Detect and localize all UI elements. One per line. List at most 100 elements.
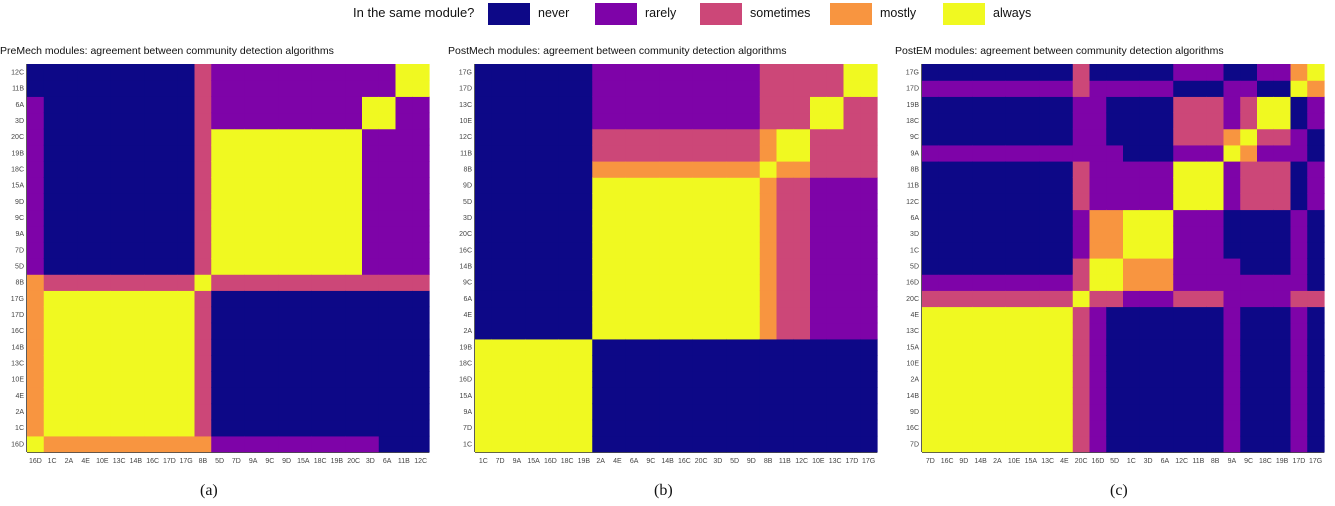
heatmap-cell — [793, 225, 811, 243]
heatmap-cell — [295, 290, 313, 308]
heatmap-cell — [592, 64, 610, 81]
heatmap-cell — [194, 274, 212, 291]
x-tick-label: 15A — [297, 458, 310, 465]
heatmap-cell — [1206, 225, 1225, 243]
heatmap-cell — [776, 403, 794, 421]
heatmap-cell — [94, 144, 112, 162]
heatmap-cell — [1223, 161, 1241, 178]
heatmap-cell — [110, 258, 129, 275]
heatmap-cell — [94, 355, 112, 372]
heatmap-cell — [378, 161, 397, 178]
heatmap-cell — [345, 371, 363, 388]
heatmap-cell — [525, 371, 543, 388]
x-tick-label: 9C — [646, 458, 655, 465]
heatmap-cell — [311, 290, 330, 308]
heatmap-cell — [491, 144, 510, 162]
heatmap-cell — [1089, 241, 1107, 259]
heatmap-cell — [793, 177, 811, 194]
heatmap-cell — [1056, 274, 1074, 291]
heatmap-cell — [1206, 387, 1225, 405]
heatmap-cell — [955, 258, 973, 275]
heatmap-cell — [77, 209, 95, 227]
x-tick-label: 8B — [199, 458, 208, 465]
heatmap-cell — [1307, 290, 1325, 308]
heatmap-cell — [843, 306, 861, 324]
heatmap-cell — [228, 225, 246, 243]
heatmap-cell — [244, 419, 263, 437]
heatmap-cell — [1206, 355, 1225, 372]
heatmap-cell — [1307, 306, 1325, 324]
heatmap-cell — [955, 209, 973, 227]
heatmap-cell — [1156, 144, 1174, 162]
heatmap-cell — [1223, 241, 1241, 259]
heatmap-cell — [692, 355, 711, 372]
heatmap-cell — [1039, 322, 1057, 340]
heatmap-cell — [826, 209, 845, 227]
heatmap-cell — [1206, 371, 1225, 388]
x-tick-label: 14B — [130, 458, 143, 465]
heatmap-cell — [558, 403, 577, 421]
y-tick-label: 16C — [11, 328, 24, 335]
heatmap-cell — [127, 209, 145, 227]
heatmap-cell — [1273, 193, 1292, 211]
heatmap-cell — [177, 177, 196, 194]
heatmap-cell — [161, 338, 179, 356]
heatmap-cell — [295, 435, 313, 453]
heatmap-cell — [161, 290, 179, 308]
heatmap-cell — [94, 274, 112, 291]
heatmap-cell — [211, 177, 229, 194]
heatmap-cell — [776, 258, 794, 275]
heatmap-cell — [1190, 161, 1208, 178]
heatmap-cell — [1139, 128, 1158, 146]
heatmap-cell — [1056, 322, 1074, 340]
heatmap-cell — [228, 403, 246, 421]
heatmap-cell — [793, 371, 811, 388]
heatmap-cell — [1257, 387, 1275, 405]
heatmap-cell — [826, 258, 845, 275]
heatmap-cell — [776, 387, 794, 405]
heatmap-cell — [328, 419, 346, 437]
heatmap-cell — [793, 193, 811, 211]
x-tick-label: 9C — [265, 458, 274, 465]
x-tick-label: 14B — [974, 458, 987, 465]
heatmap-cell — [1005, 290, 1024, 308]
heatmap-cell — [1190, 371, 1208, 388]
heatmap-title: PostEM modules: agreement between commun… — [895, 45, 1224, 57]
heatmap-cell — [709, 371, 727, 388]
heatmap-cell — [1307, 387, 1325, 405]
heatmap-cell — [972, 387, 990, 405]
heatmap-cell — [1173, 96, 1191, 114]
heatmap-cell — [395, 64, 413, 81]
heatmap-cell — [558, 96, 577, 114]
heatmap-cell — [378, 193, 397, 211]
heatmap-cell — [345, 274, 363, 291]
heatmap-cell — [676, 355, 694, 372]
heatmap-cell — [295, 258, 313, 275]
heatmap-cell — [1307, 355, 1325, 372]
x-tick-label: 16D — [544, 458, 557, 465]
heatmap-cell — [94, 193, 112, 211]
y-tick-label: 11B — [460, 150, 472, 157]
heatmap-cell — [77, 241, 95, 259]
heatmap-cell — [709, 193, 727, 211]
heatmap-cell — [776, 338, 794, 356]
heatmap-cell — [692, 209, 711, 227]
heatmap-cell — [395, 387, 413, 405]
x-tick-label: 7D — [496, 458, 505, 465]
y-tick-label: 9C — [463, 280, 472, 287]
heatmap-cell — [1240, 338, 1258, 356]
heatmap-cell — [1123, 112, 1141, 130]
heatmap-cell — [709, 403, 727, 421]
heatmap-cell — [676, 338, 694, 356]
x-tick-label: 6A — [1161, 458, 1170, 465]
heatmap-cell — [144, 225, 162, 243]
heatmap-cell — [278, 241, 296, 259]
heatmap-cell — [709, 306, 727, 324]
heatmap-cell — [1240, 387, 1258, 405]
heatmap-cell — [295, 355, 313, 372]
heatmap-cell — [843, 258, 861, 275]
heatmap-cell — [278, 419, 296, 437]
heatmap-cell — [412, 306, 430, 324]
heatmap-cell — [1173, 128, 1191, 146]
heatmap-cell — [211, 225, 229, 243]
